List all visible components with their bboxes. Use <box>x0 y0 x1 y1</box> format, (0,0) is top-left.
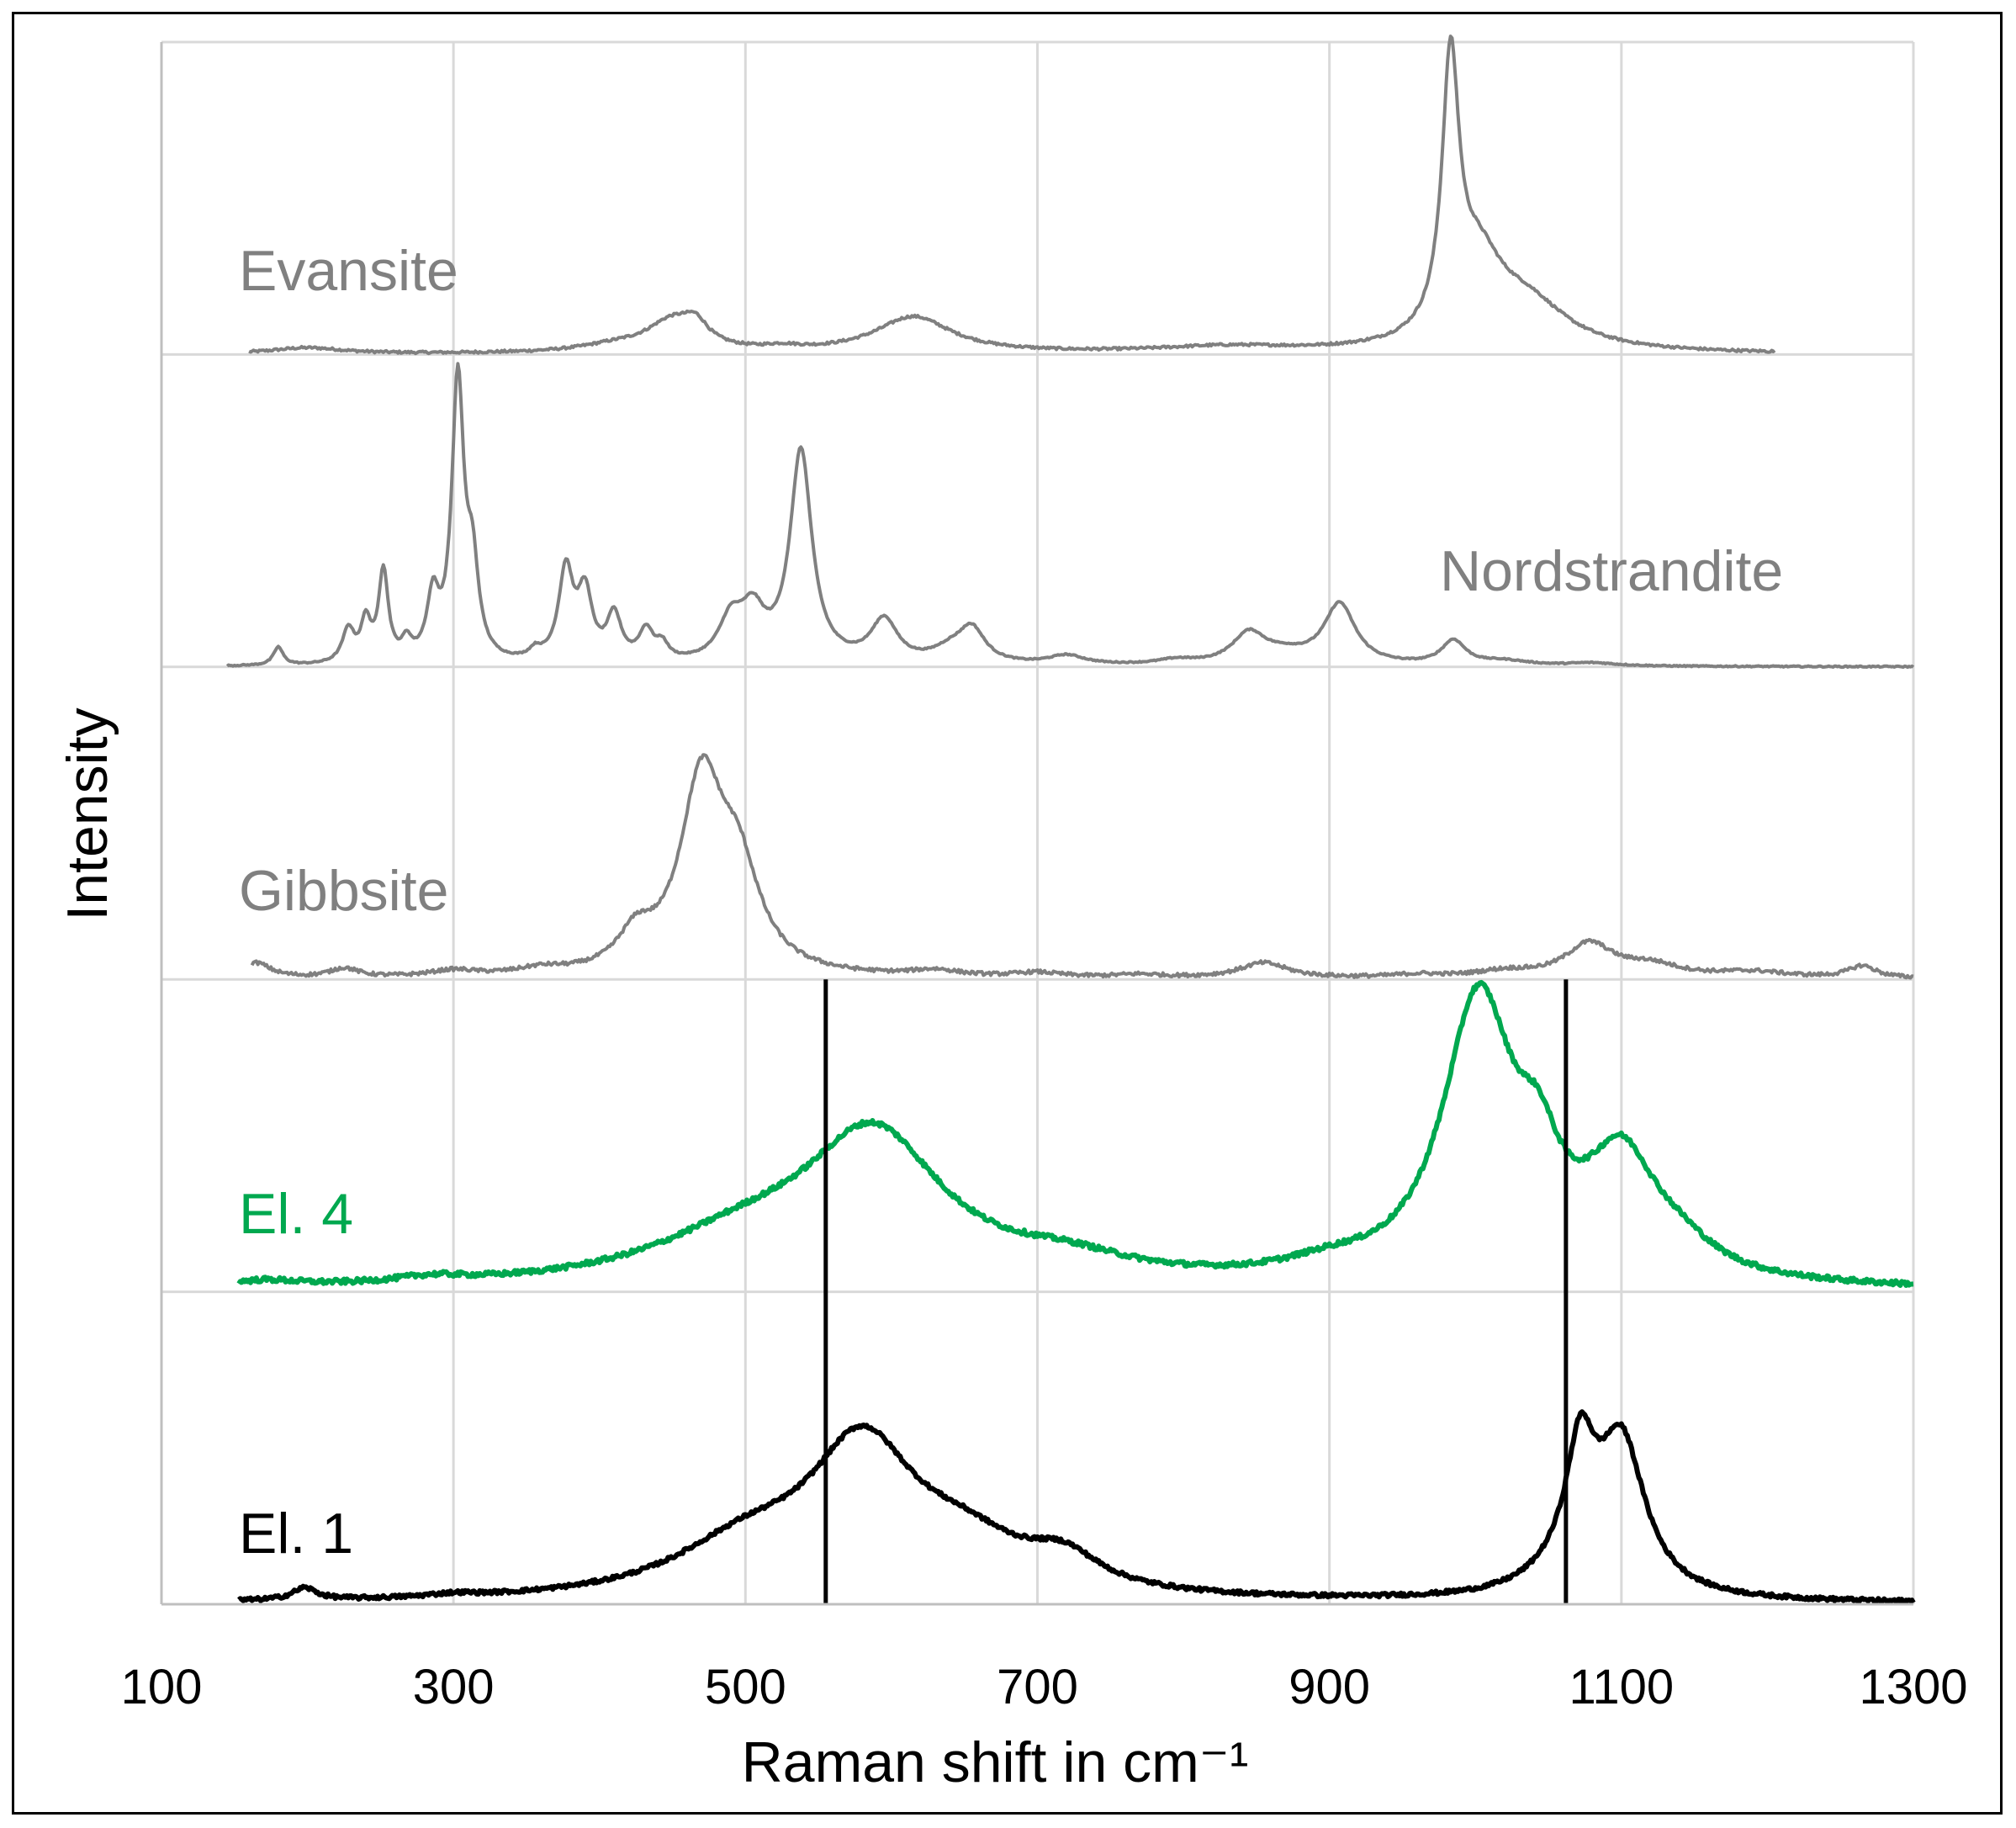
x-tick-label-1300: 1300 <box>1859 1660 1967 1714</box>
x-tick-label-100: 100 <box>121 1660 203 1714</box>
x-axis-title: Raman shift in cm⁻¹ <box>742 1730 1249 1794</box>
axes <box>160 42 1913 1606</box>
series-label-evansite: Evansite <box>239 239 458 303</box>
x-tick-label-1100: 1100 <box>1569 1660 1674 1714</box>
series-label-el1: El. 1 <box>239 1502 353 1566</box>
vertical-gridlines <box>452 42 1915 1604</box>
series-label-gibbsite: Gibbsite <box>239 859 448 923</box>
x-tick-label-700: 700 <box>997 1660 1078 1714</box>
spectra <box>225 34 1916 1605</box>
x-tick-label-900: 900 <box>1288 1660 1370 1714</box>
reference-lines <box>823 979 1569 1604</box>
y-axis-title: Intensity <box>56 707 119 920</box>
x-tick-label-500: 500 <box>705 1660 786 1714</box>
series-line-gibbsite <box>250 753 1914 980</box>
series-line-evansite <box>248 34 1776 356</box>
figure-frame <box>12 12 2003 1815</box>
x-tick-label-300: 300 <box>413 1660 495 1714</box>
series-label-el4: El. 4 <box>239 1182 353 1246</box>
series-label-nordstrandite: Nordstrandite <box>1440 539 1783 603</box>
series-line-el-1 <box>237 1409 1916 1605</box>
series-line-nordstrandite <box>225 362 1915 670</box>
x-tick-labels: 100 300 500 700 900 1100 1300 <box>121 1660 1968 1714</box>
series-line-el-4 <box>236 979 1915 1288</box>
panel-separators <box>161 40 1913 1294</box>
